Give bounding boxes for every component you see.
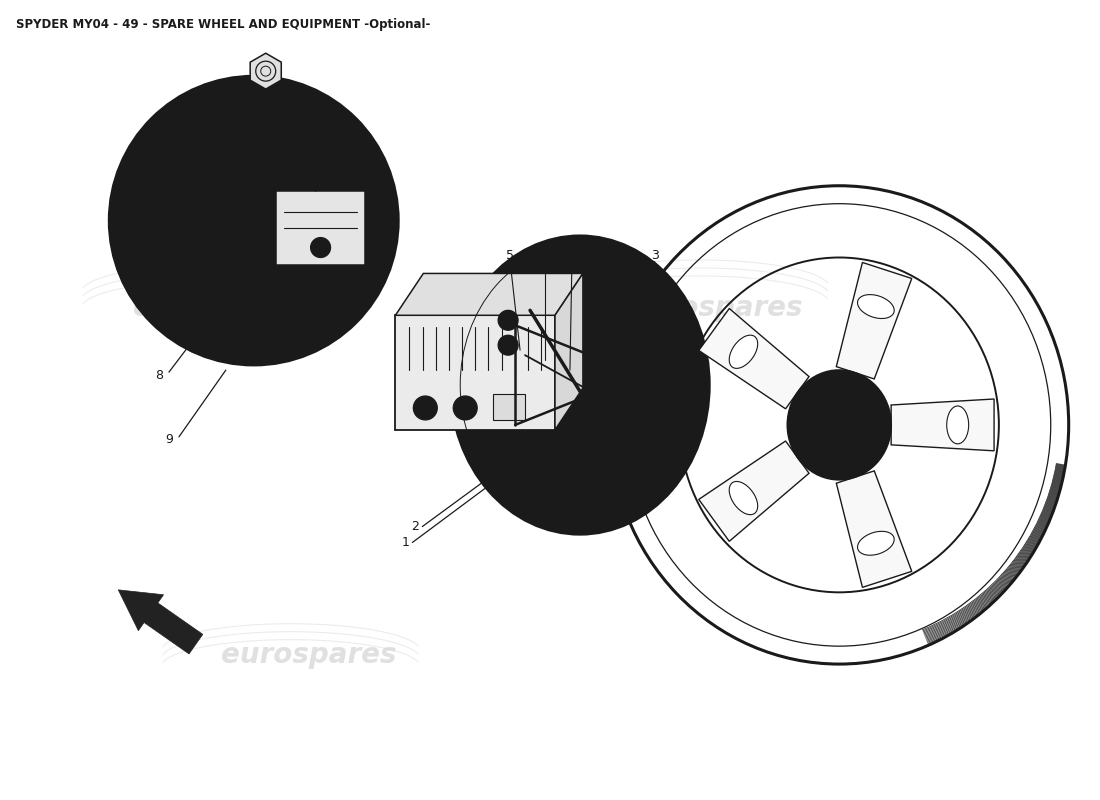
Circle shape — [310, 238, 331, 258]
Polygon shape — [556, 274, 583, 430]
Circle shape — [109, 76, 398, 365]
Text: SPYDER MY04 - 49 - SPARE WHEEL AND EQUIPMENT -Optional-: SPYDER MY04 - 49 - SPARE WHEEL AND EQUIP… — [16, 18, 431, 31]
Circle shape — [629, 421, 647, 439]
Polygon shape — [698, 309, 808, 409]
FancyBboxPatch shape — [395, 315, 556, 430]
Circle shape — [820, 443, 832, 455]
Polygon shape — [836, 262, 912, 379]
Circle shape — [498, 310, 518, 330]
Circle shape — [820, 394, 832, 406]
Ellipse shape — [729, 335, 758, 368]
FancyBboxPatch shape — [493, 394, 525, 420]
Circle shape — [847, 443, 859, 455]
Circle shape — [619, 381, 637, 399]
Circle shape — [414, 396, 438, 420]
Text: eurospares: eurospares — [133, 294, 309, 322]
Polygon shape — [836, 471, 912, 587]
Text: 9: 9 — [165, 434, 173, 446]
Circle shape — [805, 419, 817, 431]
Ellipse shape — [788, 370, 891, 480]
Ellipse shape — [858, 531, 894, 555]
Polygon shape — [119, 590, 202, 654]
Text: 6: 6 — [626, 249, 634, 262]
Polygon shape — [698, 441, 808, 542]
Text: 8: 8 — [155, 369, 163, 382]
Circle shape — [453, 396, 477, 420]
Circle shape — [825, 411, 854, 439]
Polygon shape — [250, 54, 282, 89]
Text: 2: 2 — [411, 520, 419, 533]
Polygon shape — [395, 274, 583, 315]
Circle shape — [847, 394, 859, 406]
Circle shape — [616, 406, 634, 424]
Circle shape — [632, 396, 651, 414]
Circle shape — [861, 419, 873, 431]
Circle shape — [610, 431, 629, 449]
Text: 4: 4 — [541, 249, 549, 262]
Ellipse shape — [858, 294, 894, 318]
Text: 3: 3 — [651, 249, 659, 262]
FancyBboxPatch shape — [276, 190, 365, 266]
Ellipse shape — [450, 235, 710, 534]
Text: 7: 7 — [601, 249, 609, 262]
Text: 6: 6 — [568, 249, 576, 262]
Ellipse shape — [729, 482, 758, 514]
Polygon shape — [891, 399, 994, 451]
Text: eurospares: eurospares — [221, 641, 396, 669]
Circle shape — [498, 335, 518, 355]
Ellipse shape — [947, 406, 969, 444]
Text: 5: 5 — [506, 249, 514, 262]
Text: 1: 1 — [402, 536, 409, 549]
Text: eurospares: eurospares — [627, 294, 802, 322]
